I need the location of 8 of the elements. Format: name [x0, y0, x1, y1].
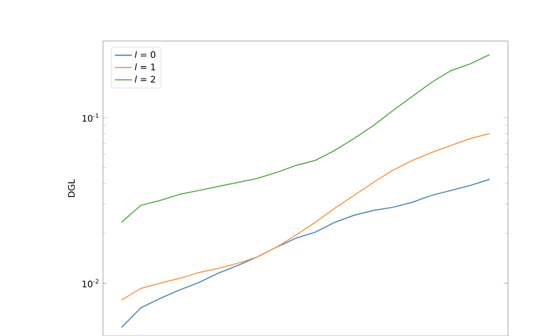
y-tick-label: 10$^{-1}$	[82, 113, 98, 122]
line-series	[120, 132, 490, 301]
y-tick-label: 10$^{-2}$	[82, 279, 98, 288]
legend-label: l = 2	[134, 76, 155, 82]
line-series	[120, 178, 490, 328]
legend-label: l = 1	[134, 63, 156, 70]
y-axis-title: DGL	[68, 179, 75, 198]
legend-label: l = 0	[134, 51, 156, 58]
